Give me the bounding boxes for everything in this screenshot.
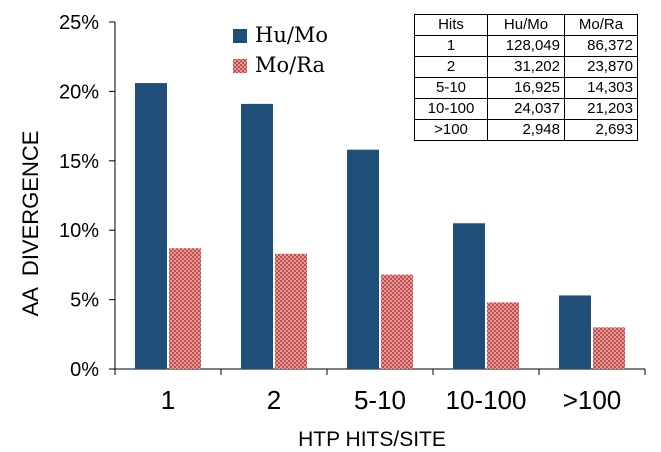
table-cell: >100 bbox=[414, 119, 488, 141]
table-cell: 1 bbox=[414, 35, 488, 57]
bar-mo-ra bbox=[275, 253, 307, 369]
table-cell: 2,948 bbox=[487, 119, 565, 141]
table-cell: 2 bbox=[414, 56, 488, 78]
bar-hu-mo bbox=[453, 223, 485, 369]
table-row: 2 31,202 23,870 bbox=[414, 56, 638, 78]
legend-label-hu-mo: Hu/Mo bbox=[255, 23, 328, 47]
table-header-hits: Hits bbox=[414, 14, 488, 36]
table-cell: 2,693 bbox=[564, 119, 638, 141]
bar-mo-ra bbox=[487, 302, 519, 369]
table-cell: 31,202 bbox=[487, 56, 565, 78]
table-cell: 10-100 bbox=[414, 98, 488, 120]
y-tick-label: 15% bbox=[59, 151, 99, 173]
table-cell: 128,049 bbox=[487, 35, 565, 57]
x-axis-title: HTP HITS/SITE bbox=[298, 428, 446, 451]
x-tick-label: 10-100 bbox=[446, 385, 527, 415]
bar-hu-mo bbox=[241, 103, 273, 369]
legend-swatch-mo-ra bbox=[233, 59, 247, 73]
table-header-hu-mo: Hu/Mo bbox=[487, 14, 565, 36]
x-tick-label: 5-10 bbox=[354, 385, 406, 415]
table-row: 5-10 16,925 14,303 bbox=[414, 77, 638, 99]
y-axis-title: AA DIVERGENCE bbox=[18, 131, 43, 317]
hits-table: Hits Hu/Mo Mo/Ra 1 128,049 86,372 2 31,2… bbox=[414, 14, 638, 141]
table-header-mo-ra: Mo/Ra bbox=[564, 14, 638, 36]
y-tick-label: 0% bbox=[70, 359, 99, 381]
table-header-row: Hits Hu/Mo Mo/Ra bbox=[414, 14, 638, 36]
table-cell: 21,203 bbox=[564, 98, 638, 120]
bar-mo-ra bbox=[169, 248, 201, 369]
table-row: 10-100 24,037 21,203 bbox=[414, 98, 638, 120]
x-tick-label: 2 bbox=[267, 385, 281, 415]
table-cell: 23,870 bbox=[564, 56, 638, 78]
table-cell: 86,372 bbox=[564, 35, 638, 57]
bar-hu-mo bbox=[559, 295, 591, 369]
legend-swatch-hu-mo bbox=[233, 29, 247, 43]
table-row: 1 128,049 86,372 bbox=[414, 35, 638, 57]
x-tick-label: 1 bbox=[161, 385, 175, 415]
bar-mo-ra bbox=[593, 327, 625, 369]
table-cell: 16,925 bbox=[487, 77, 565, 99]
bar-hu-mo bbox=[135, 83, 167, 370]
y-tick-label: 10% bbox=[59, 220, 99, 242]
x-tick-label: >100 bbox=[563, 385, 622, 415]
table-cell: 14,303 bbox=[564, 77, 638, 99]
legend-label-mo-ra: Mo/Ra bbox=[255, 53, 325, 77]
table-cell: 24,037 bbox=[487, 98, 565, 120]
y-tick-label: 5% bbox=[70, 290, 99, 312]
table-row: >100 2,948 2,693 bbox=[414, 119, 638, 141]
bar-hu-mo bbox=[347, 149, 379, 369]
bar-mo-ra bbox=[381, 274, 413, 369]
table-cell: 5-10 bbox=[414, 77, 488, 99]
y-tick-label: 25% bbox=[59, 12, 99, 34]
y-tick-label: 20% bbox=[59, 81, 99, 103]
